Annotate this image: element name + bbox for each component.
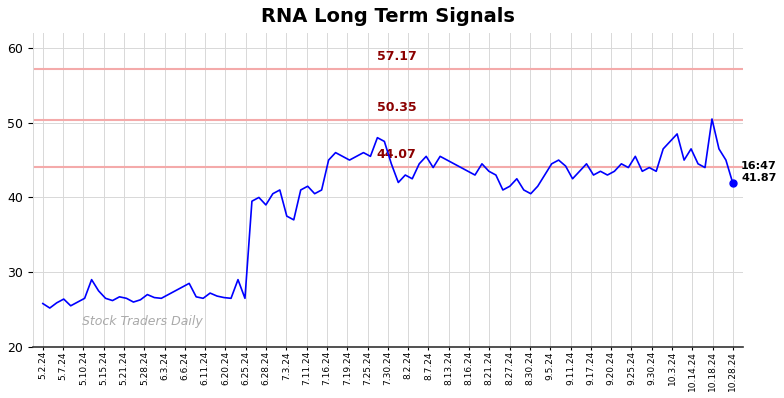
Text: 50.35: 50.35 <box>376 101 416 114</box>
Text: 57.17: 57.17 <box>376 50 416 63</box>
Text: 44.07: 44.07 <box>376 148 416 161</box>
Text: 16:47
41.87: 16:47 41.87 <box>741 162 777 183</box>
Point <box>727 180 739 187</box>
Title: RNA Long Term Signals: RNA Long Term Signals <box>261 7 515 26</box>
Text: Stock Traders Daily: Stock Traders Daily <box>82 315 203 328</box>
